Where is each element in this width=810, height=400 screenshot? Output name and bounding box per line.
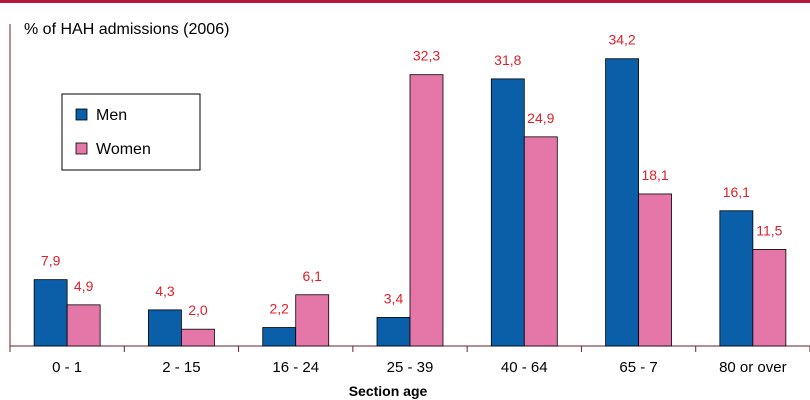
data-label-women: 6,1 xyxy=(302,268,322,284)
bar-men xyxy=(605,58,639,347)
x-tick-labels: 0 - 1 2 - 15 16 - 24 25 - 39 40 - 64 65 - 7 80… xyxy=(52,359,786,376)
data-label-men: 34,2 xyxy=(608,32,635,48)
legend-swatch-men xyxy=(75,108,88,121)
data-label-men: 4,3 xyxy=(155,283,175,299)
legend: Men Women xyxy=(61,93,201,171)
bar-men xyxy=(33,279,68,347)
data-label-women: 32,3 xyxy=(413,48,440,64)
legend-swatch-women xyxy=(75,142,88,155)
x-tick-label: 65 - 7 xyxy=(619,359,657,376)
data-label-women: 18,1 xyxy=(641,167,668,183)
data-label-men: 3,4 xyxy=(384,290,404,306)
top-rule xyxy=(0,0,810,3)
x-tick-label: 25 - 39 xyxy=(387,359,434,376)
bar-women xyxy=(409,74,444,347)
data-label-men: 31,8 xyxy=(494,52,521,68)
bar-women xyxy=(752,248,787,347)
bars: 7,9 4,9 4,3 2,0 2,2 6,1 3,4 32,3 31,8 24,9 34,2 18,… xyxy=(33,32,787,347)
x-tick-label: 0 - 1 xyxy=(52,359,82,376)
bar-women xyxy=(638,193,672,347)
data-label-women: 4,9 xyxy=(74,278,94,294)
bar-men xyxy=(148,309,182,347)
bar-men xyxy=(262,327,297,347)
data-label-women: 2,0 xyxy=(188,302,208,318)
data-label-women: 24,9 xyxy=(527,110,554,126)
bar-men xyxy=(490,78,525,347)
bar-women xyxy=(523,136,558,347)
legend-label-women: Women xyxy=(96,141,151,158)
bar-men xyxy=(719,210,754,347)
legend-label-men: Men xyxy=(96,107,127,124)
x-tick-label: 16 - 24 xyxy=(272,359,319,376)
data-label-men: 7,9 xyxy=(41,253,61,269)
data-label-women: 11,5 xyxy=(756,222,782,238)
x-tick-label: 2 - 15 xyxy=(162,359,200,376)
x-tick-label: 40 - 64 xyxy=(501,359,548,376)
x-tick-label: 80 or over xyxy=(719,359,787,376)
legend-frame xyxy=(61,93,201,171)
bar-women xyxy=(66,304,101,347)
bar-women xyxy=(181,328,215,347)
bar-women xyxy=(295,294,330,347)
data-label-men: 16,1 xyxy=(723,184,750,200)
x-axis-label: Section age xyxy=(349,383,428,399)
bar-men xyxy=(376,317,411,347)
data-label-men: 2,2 xyxy=(269,301,289,317)
y-axis-label: % of HAH admissions (2006) xyxy=(24,21,229,38)
x-ticks xyxy=(9,346,810,352)
